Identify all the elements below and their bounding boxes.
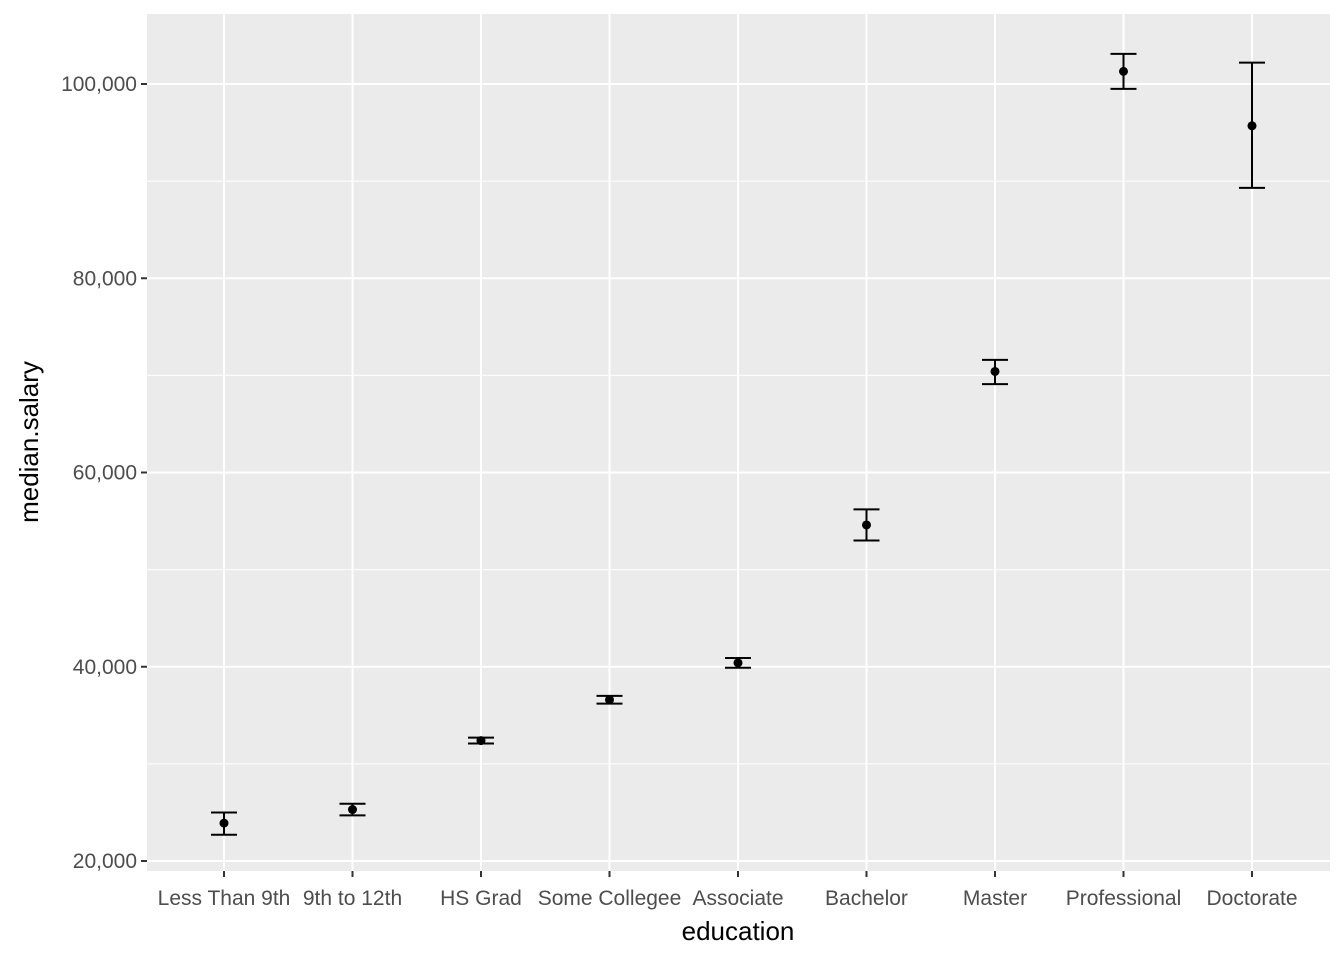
x-tick-label: 9th to 12th — [303, 887, 402, 910]
y-tick-label: 80,000 — [73, 267, 137, 290]
x-tick-label: HS Grad — [440, 887, 522, 910]
x-tick-label: Master — [963, 887, 1027, 910]
x-tick-label: Some Collegee — [538, 887, 682, 910]
data-point — [1119, 66, 1128, 76]
data-point — [1247, 121, 1257, 131]
y-tick-label: 40,000 — [73, 656, 137, 679]
x-tick-label: Less Than 9th — [158, 887, 291, 910]
data-point — [733, 658, 743, 668]
axes: 20,000 40,000 60,000 80,000 100,000 Less Than… — [61, 73, 1297, 910]
data-marks — [211, 52, 1265, 836]
y-axis-title: median.salary — [14, 361, 44, 523]
x-tick-label: Bachelor — [825, 887, 908, 910]
x-tick-label: Professional — [1066, 887, 1182, 910]
x-tick-label: Associate — [692, 887, 783, 910]
data-point — [862, 520, 871, 530]
data-point — [605, 695, 614, 705]
data-point — [476, 736, 486, 746]
grid-lines — [147, 14, 1330, 871]
y-tick-label: 20,000 — [73, 850, 137, 873]
x-tick-label: Doctorate — [1206, 887, 1297, 910]
y-tick-label: 60,000 — [73, 462, 137, 485]
y-tick-label: 100,000 — [61, 73, 137, 96]
data-point — [990, 366, 1000, 376]
x-axis-title: education — [682, 916, 795, 946]
data-point — [219, 818, 229, 828]
data-point — [348, 805, 357, 815]
